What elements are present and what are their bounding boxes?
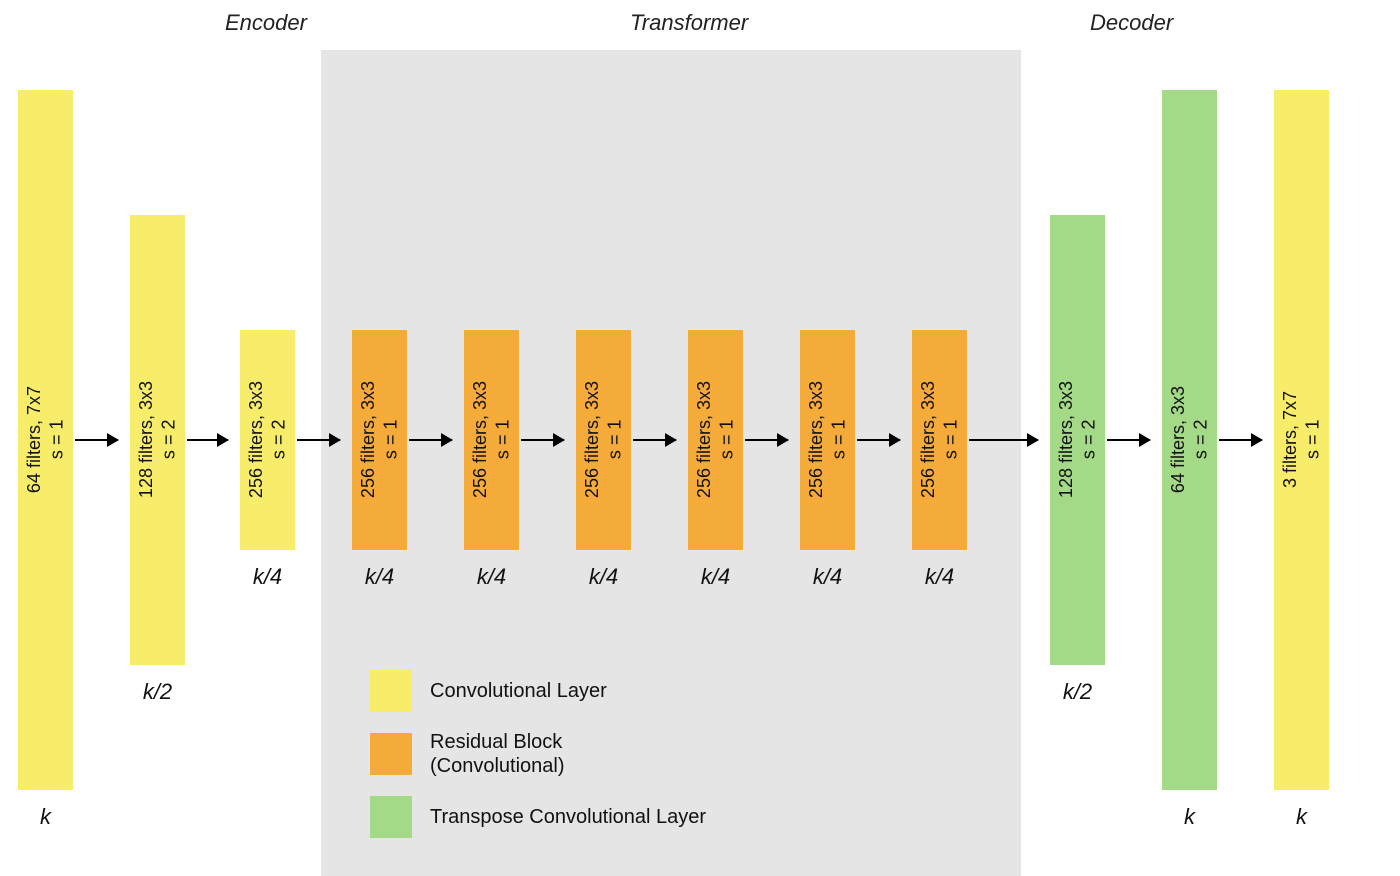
layer-block-res6: 256 filters, 3x3s = 1: [912, 330, 967, 550]
legend-swatch-tconv: [370, 796, 412, 838]
layer-block-text: 256 filters, 3x3s = 1: [469, 381, 514, 498]
layer-caption: k/4: [248, 564, 288, 590]
layer-block-res3: 256 filters, 3x3s = 1: [576, 330, 631, 550]
legend-swatch-residual: [370, 733, 412, 775]
section-label-transformer: Transformer: [630, 10, 748, 36]
legend-row-conv: Convolutional Layer: [370, 670, 706, 712]
arrow: [75, 439, 118, 441]
layer-caption: k/4: [808, 564, 848, 590]
layer-block-text: 128 filters, 3x3s = 2: [135, 381, 180, 498]
legend-label-residual: Residual Block(Convolutional): [430, 730, 565, 778]
arrow: [857, 439, 900, 441]
layer-caption: k/4: [360, 564, 400, 590]
layer-block-res4: 256 filters, 3x3s = 1: [688, 330, 743, 550]
layer-caption: k: [1282, 804, 1322, 830]
layer-caption: k: [1170, 804, 1210, 830]
layer-block-text: 256 filters, 3x3s = 1: [357, 381, 402, 498]
layer-block-dec2: 64 filters, 3x3s = 2: [1162, 90, 1217, 790]
layer-caption: k/2: [1058, 679, 1098, 705]
layer-caption: k: [26, 804, 66, 830]
legend: Convolutional Layer Residual Block(Convo…: [370, 670, 706, 856]
legend-row-tconv: Transpose Convolutional Layer: [370, 796, 706, 838]
layer-block-enc3: 256 filters, 3x3s = 2: [240, 330, 295, 550]
layer-block-enc2: 128 filters, 3x3s = 2: [130, 215, 185, 665]
layer-caption: k/4: [472, 564, 512, 590]
layer-block-res1: 256 filters, 3x3s = 1: [352, 330, 407, 550]
legend-label-conv: Convolutional Layer: [430, 679, 607, 703]
layer-caption: k/4: [920, 564, 960, 590]
layer-block-res2: 256 filters, 3x3s = 1: [464, 330, 519, 550]
layer-caption: k/4: [584, 564, 624, 590]
layer-block-text: 256 filters, 3x3s = 1: [581, 381, 626, 498]
layer-block-text: 64 filters, 7x7s = 1: [23, 386, 68, 493]
layer-block-text: 128 filters, 3x3s = 2: [1055, 381, 1100, 498]
section-label-encoder: Encoder: [225, 10, 307, 36]
layer-block-res5: 256 filters, 3x3s = 1: [800, 330, 855, 550]
arrow: [1219, 439, 1262, 441]
layer-caption: k/2: [138, 679, 178, 705]
layer-block-dec3: 3 filters, 7x7s = 1: [1274, 90, 1329, 790]
arrow: [187, 439, 228, 441]
layer-block-text: 256 filters, 3x3s = 1: [693, 381, 738, 498]
arrow: [745, 439, 788, 441]
legend-swatch-conv: [370, 670, 412, 712]
arrow: [1107, 439, 1150, 441]
section-label-decoder: Decoder: [1090, 10, 1173, 36]
legend-row-residual: Residual Block(Convolutional): [370, 730, 706, 778]
layer-block-text: 3 filters, 7x7s = 1: [1279, 391, 1324, 488]
layer-block-text: 256 filters, 3x3s = 1: [805, 381, 850, 498]
layer-caption: k/4: [696, 564, 736, 590]
layer-block-dec1: 128 filters, 3x3s = 2: [1050, 215, 1105, 665]
diagram-stage: Encoder Transformer Decoder 64 filters, …: [0, 0, 1400, 876]
layer-block-text: 256 filters, 3x3s = 1: [917, 381, 962, 498]
layer-block-text: 256 filters, 3x3s = 2: [245, 381, 290, 498]
layer-block-enc1: 64 filters, 7x7s = 1: [18, 90, 73, 790]
legend-label-tconv: Transpose Convolutional Layer: [430, 805, 706, 829]
arrow: [297, 439, 340, 441]
layer-block-text: 64 filters, 3x3s = 2: [1167, 386, 1212, 493]
arrow: [409, 439, 452, 441]
arrow: [521, 439, 564, 441]
arrow: [969, 439, 1038, 441]
arrow: [633, 439, 676, 441]
